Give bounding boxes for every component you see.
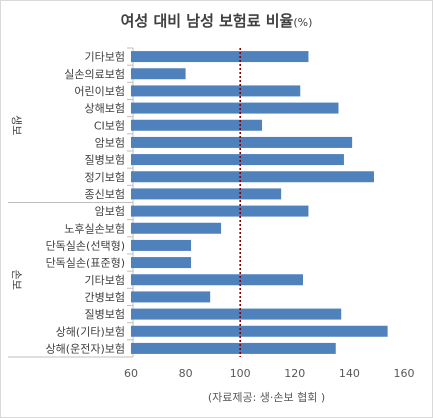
category-label: 상해보험 bbox=[85, 101, 125, 115]
bar bbox=[131, 274, 303, 286]
group-label: 생보 bbox=[10, 115, 23, 135]
category-label: 상해(기타)보험 bbox=[56, 324, 125, 338]
group-label: 손보 bbox=[10, 270, 23, 290]
category-label: 어린이보험 bbox=[74, 85, 125, 98]
chart-title-text: 여성 대비 남성 보험료 비율 bbox=[120, 12, 294, 30]
bar bbox=[131, 222, 222, 234]
category-label: 질병보험 bbox=[85, 154, 125, 167]
bar bbox=[131, 51, 309, 63]
category-label: 암보험 bbox=[95, 205, 125, 218]
chart-title: 여성 대비 남성 보험료 비율(%) bbox=[0, 10, 433, 31]
bar bbox=[131, 102, 339, 114]
bar bbox=[131, 136, 353, 148]
category-label: 기타보험 bbox=[85, 274, 125, 287]
x-tick-label: 80 bbox=[179, 367, 193, 380]
x-tick-label: 160 bbox=[394, 367, 415, 380]
category-label: 실손의료보험 bbox=[64, 68, 125, 81]
x-tick-label: 120 bbox=[284, 367, 305, 380]
bar bbox=[131, 171, 374, 183]
x-tick-label: 140 bbox=[339, 367, 360, 380]
x-tick-label: 100 bbox=[230, 367, 251, 380]
bar bbox=[131, 239, 192, 251]
category-label: 간병보험 bbox=[85, 291, 125, 304]
source-note: (자료제공: 생·손보 협회 ) bbox=[207, 391, 326, 404]
category-label: CI보험 bbox=[94, 119, 125, 132]
bar bbox=[131, 205, 309, 217]
bar bbox=[131, 188, 282, 200]
bar bbox=[131, 154, 344, 166]
bar bbox=[131, 291, 211, 303]
bar bbox=[131, 85, 301, 97]
bar bbox=[131, 308, 342, 320]
bar bbox=[131, 342, 336, 354]
bar bbox=[131, 119, 263, 131]
x-tick-label: 60 bbox=[124, 367, 138, 380]
category-label: 노후실손보험 bbox=[64, 222, 125, 235]
category-label: 암보험 bbox=[95, 136, 125, 149]
bar bbox=[131, 257, 192, 269]
category-label: 질병보험 bbox=[85, 308, 125, 321]
category-label: 정기보험 bbox=[85, 171, 125, 184]
category-label: 상해(운전자)보험 bbox=[46, 341, 125, 355]
category-label: 단독실손(선택형) bbox=[46, 239, 125, 252]
category-label: 단독실손(표준형) bbox=[46, 257, 125, 270]
category-label: 기타보험 bbox=[85, 51, 125, 64]
bar bbox=[131, 325, 388, 337]
bar bbox=[131, 68, 186, 80]
chart-title-unit: (%) bbox=[293, 16, 313, 29]
category-label: 종신보험 bbox=[85, 188, 125, 201]
